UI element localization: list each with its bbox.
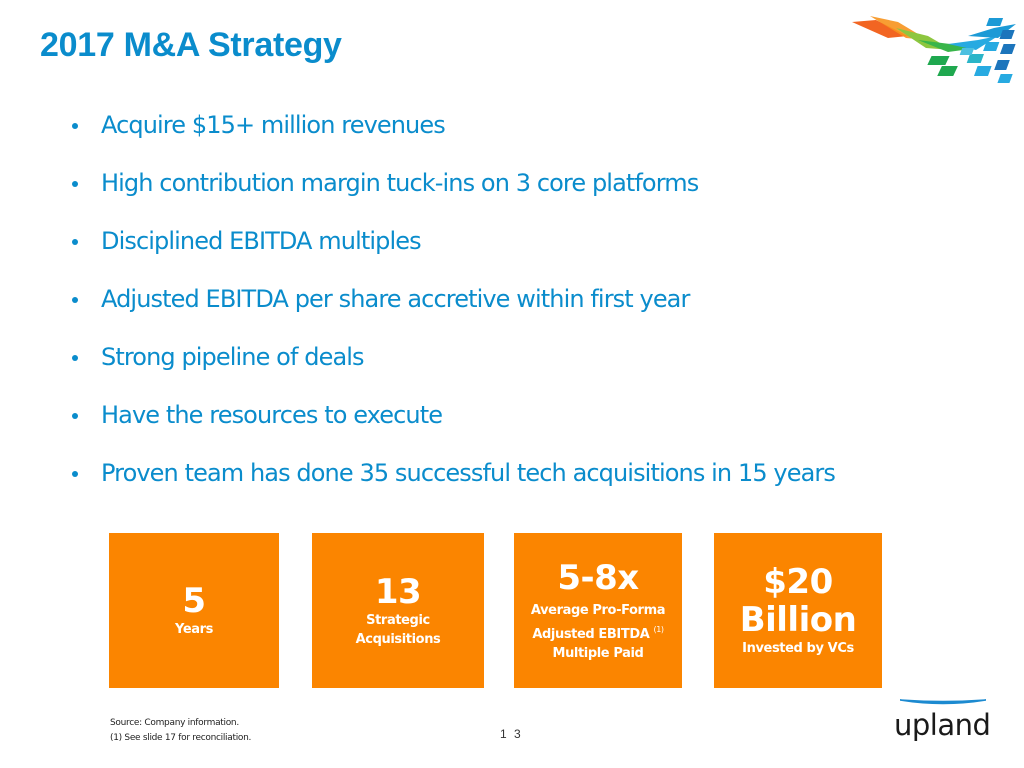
- stat-label-line: Average Pro-Forma: [530, 602, 666, 618]
- stat-label-line: Acquisitions: [355, 631, 441, 647]
- bullet-item: Proven team has done 35 successful tech …: [72, 456, 836, 514]
- stat-label: Years: [175, 622, 213, 637]
- stat-label-line: Strategic: [366, 612, 430, 628]
- bullet-dot-icon: [72, 297, 78, 303]
- stat-tile-acquisitions: 13 Strategic Acquisitions: [312, 533, 484, 688]
- slide-title: 2017 M&A Strategy: [40, 26, 342, 64]
- footnote-ref: (1): [653, 624, 665, 634]
- bullet-item: Strong pipeline of deals: [72, 340, 835, 398]
- bullet-dot-icon: [72, 123, 78, 129]
- bullet-item: Acquire $15+ million revenues: [72, 108, 835, 166]
- stat-label: Invested by VCs: [742, 641, 854, 656]
- decorative-mosaic-logo-icon: [852, 16, 1016, 83]
- bullet-item: Have the resources to execute: [72, 398, 835, 456]
- stat-tile-years: 5 Years: [109, 533, 279, 688]
- bullet-dot-icon: [72, 471, 78, 477]
- strategy-bullet-list: Acquire $15+ million revenues High contr…: [72, 108, 836, 514]
- bullet-dot-icon: [72, 413, 78, 419]
- logo-wordmark: upland: [894, 708, 991, 742]
- bullet-dot-icon: [72, 355, 78, 361]
- upland-logo: upland: [890, 698, 994, 746]
- stat-label-line: Adjusted EBITDA (1): [532, 624, 665, 642]
- stat-value: 5: [182, 581, 206, 621]
- footnote-source: Source: Company information.: [110, 718, 239, 728]
- stat-label-line: Multiple Paid: [552, 645, 644, 661]
- bullet-dot-icon: [72, 239, 78, 245]
- stat-value-line: $20: [763, 562, 833, 602]
- bullet-item: Disciplined EBITDA multiples: [72, 224, 835, 282]
- footnote-reconciliation: (1) See slide 17 for reconciliation.: [110, 733, 252, 743]
- bullet-item: High contribution margin tuck-ins on 3 c…: [72, 166, 835, 224]
- logo-arc-icon: [900, 699, 986, 705]
- bullet-dot-icon: [72, 181, 78, 187]
- stat-value-line: Billion: [739, 600, 857, 640]
- stat-tile-vc-investment: $20 Billion Invested by VCs: [714, 533, 882, 688]
- stat-tile-ebitda-multiple: 5-8x Average Pro-Forma Adjusted EBITDA (…: [514, 533, 682, 688]
- footnotes: Source: Company information. (1) See sli…: [110, 716, 251, 746]
- bullet-item: Adjusted EBITDA per share accretive with…: [72, 282, 835, 340]
- stat-value: 13: [374, 571, 422, 612]
- stat-value: 5-8x: [557, 557, 639, 598]
- page-number: 1 3: [500, 727, 523, 741]
